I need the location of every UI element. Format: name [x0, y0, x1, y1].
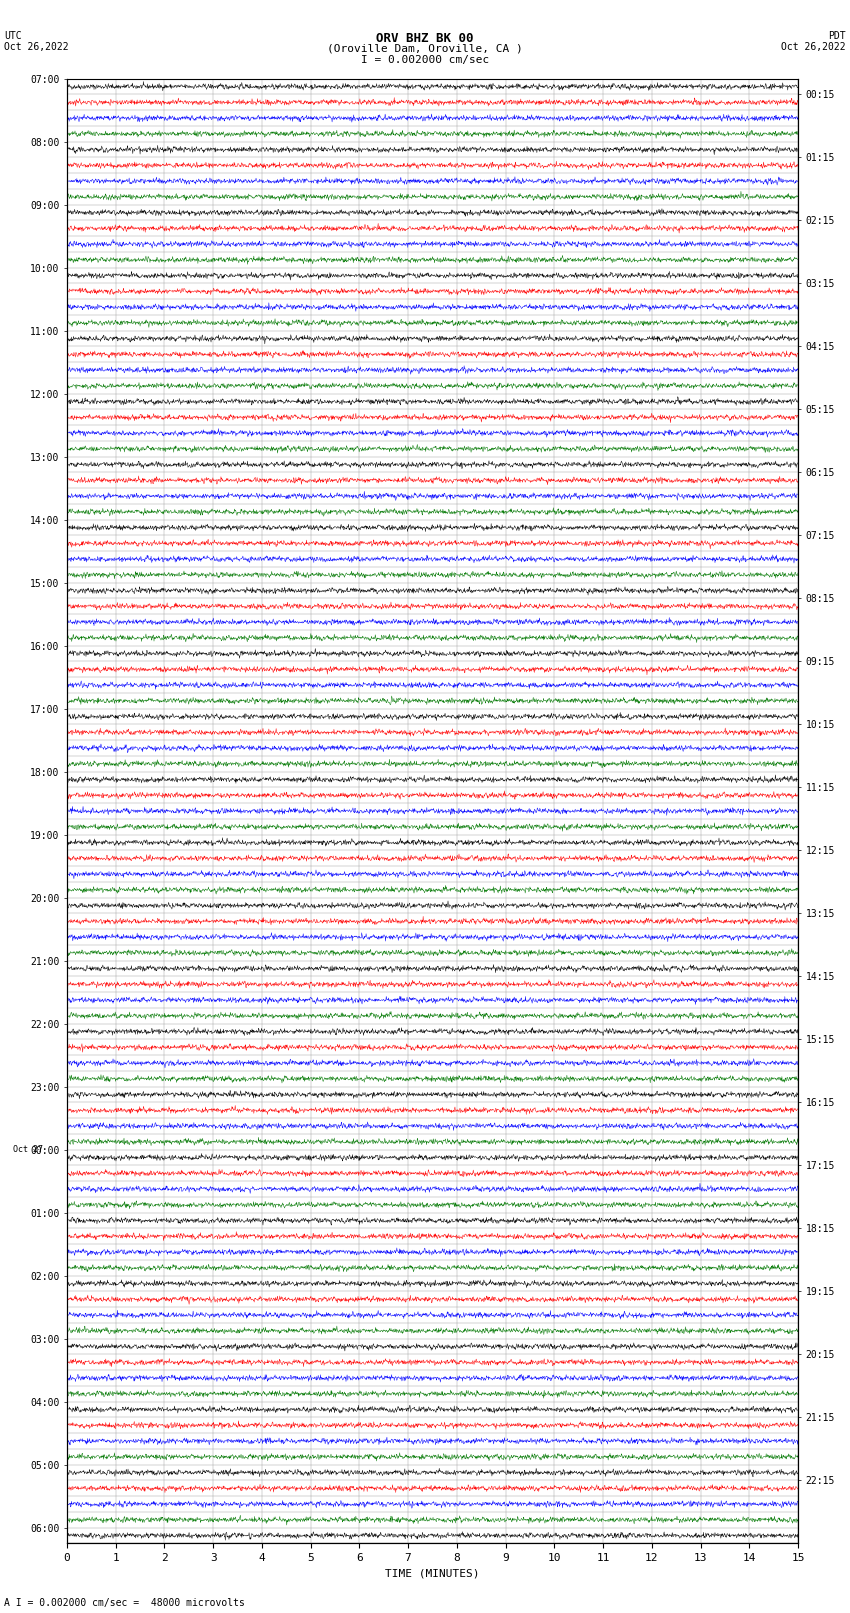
Text: UTC: UTC — [4, 31, 22, 40]
X-axis label: TIME (MINUTES): TIME (MINUTES) — [385, 1569, 479, 1579]
Text: ORV BHZ BK 00: ORV BHZ BK 00 — [377, 32, 473, 45]
Text: Oct 26,2022: Oct 26,2022 — [4, 42, 69, 52]
Text: PDT: PDT — [828, 31, 846, 40]
Text: I = 0.002000 cm/sec: I = 0.002000 cm/sec — [361, 55, 489, 65]
Text: A I = 0.002000 cm/sec =  48000 microvolts: A I = 0.002000 cm/sec = 48000 microvolts — [4, 1598, 245, 1608]
Text: Oct 26,2022: Oct 26,2022 — [781, 42, 846, 52]
Text: Oct 27: Oct 27 — [13, 1145, 42, 1155]
Text: (Oroville Dam, Oroville, CA ): (Oroville Dam, Oroville, CA ) — [327, 44, 523, 53]
